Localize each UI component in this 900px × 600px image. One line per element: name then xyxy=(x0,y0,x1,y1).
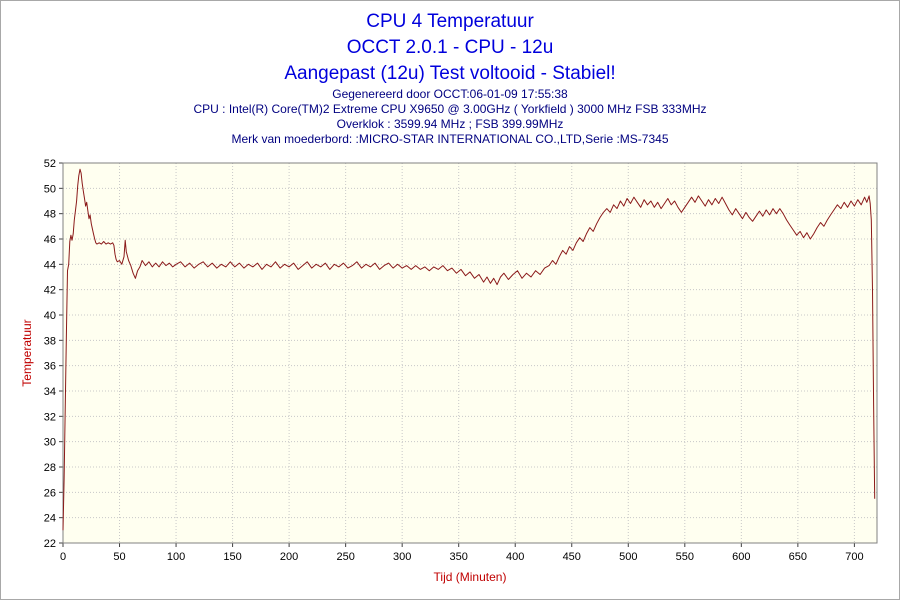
x-tick-label: 0 xyxy=(60,551,66,563)
y-tick-label: 46 xyxy=(44,234,56,246)
y-tick-label: 36 xyxy=(44,361,56,373)
x-tick-label: 600 xyxy=(732,551,750,563)
x-tick-label: 400 xyxy=(506,551,524,563)
y-tick-label: 28 xyxy=(44,462,56,474)
motherboard-info-line: Merk van moederbord: :MICRO-STAR INTERNA… xyxy=(231,132,669,146)
y-tick-label: 30 xyxy=(44,437,56,449)
y-tick-label: 22 xyxy=(44,538,56,550)
y-tick-label: 24 xyxy=(44,513,56,525)
y-tick-label: 44 xyxy=(44,259,56,271)
x-tick-label: 450 xyxy=(563,551,581,563)
chart-subtitle: OCCT 2.0.1 - CPU - 12u xyxy=(346,37,554,58)
y-tick-label: 40 xyxy=(44,310,56,322)
chart-header: CPU 4 Temperatuur OCCT 2.0.1 - CPU - 12u… xyxy=(1,1,899,147)
x-axis-label: Tijd (Minuten) xyxy=(434,570,507,584)
x-tick-label: 50 xyxy=(113,551,125,563)
y-tick-label: 32 xyxy=(44,411,56,423)
plot-area xyxy=(63,163,877,543)
x-tick-label: 350 xyxy=(450,551,468,563)
y-tick-label: 50 xyxy=(44,183,56,195)
y-tick-label: 42 xyxy=(44,285,56,297)
temperature-chart: 22 24 26 28 30 32 34 36 38 40 42 44 46 48 50 52 0 50 100 15… xyxy=(20,158,878,584)
overclock-info-line: Overklok : 3599.94 MHz ; FSB 399.99MHz xyxy=(336,117,564,131)
x-tick-label: 700 xyxy=(845,551,863,563)
y-tick-label: 38 xyxy=(44,335,56,347)
x-tick-label: 200 xyxy=(280,551,298,563)
x-tick-label: 150 xyxy=(223,551,241,563)
cpu-info-line: CPU : Intel(R) Core(TM)2 Extreme CPU X96… xyxy=(193,102,707,116)
x-tick-label: 550 xyxy=(676,551,694,563)
x-tick-label: 250 xyxy=(336,551,354,563)
y-tick-label: 26 xyxy=(44,487,56,499)
y-tick-label: 52 xyxy=(44,158,56,170)
y-tick-label: 34 xyxy=(44,386,56,398)
test-status-line: Aangepast (12u) Test voltooid - Stabiel! xyxy=(284,63,616,84)
chart-title: CPU 4 Temperatuur xyxy=(366,11,534,32)
plot-border xyxy=(62,162,878,544)
generated-timestamp-line: Gegenereerd door OCCT:06-01-09 17:55:38 xyxy=(332,87,568,101)
x-tick-label: 500 xyxy=(619,551,637,563)
x-tick-label: 300 xyxy=(393,551,411,563)
temperature-line xyxy=(62,168,876,531)
x-tick-label: 650 xyxy=(789,551,807,563)
x-tick-label: 100 xyxy=(167,551,185,563)
y-tick-label: 48 xyxy=(44,209,56,221)
y-axis-label: Temperatuur xyxy=(20,319,34,386)
